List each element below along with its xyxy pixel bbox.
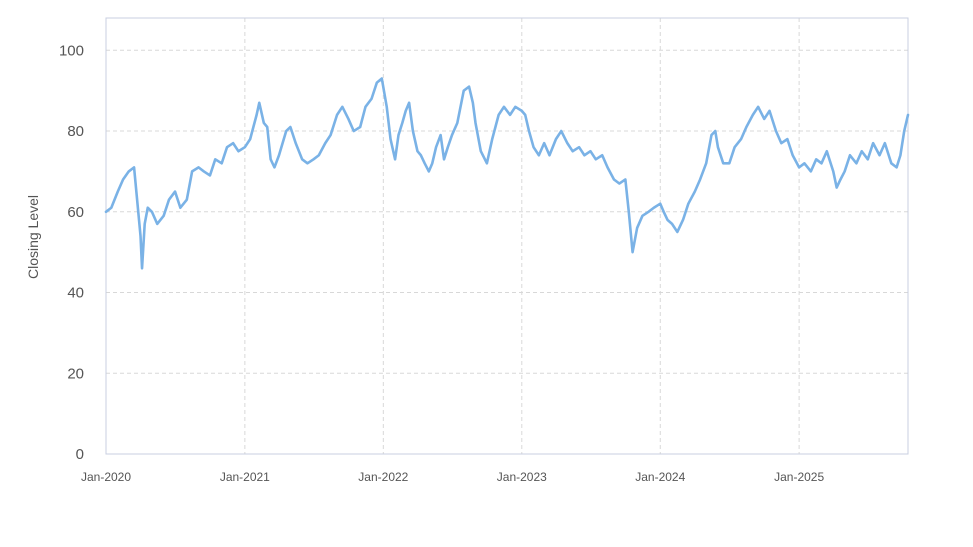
- plot-frame: [105, 17, 909, 455]
- x-tick-label: Jan-2025: [774, 470, 824, 484]
- y-tick-label: 60: [67, 204, 84, 221]
- y-tick-label: 0: [76, 446, 84, 463]
- x-tick-label: Jan-2024: [635, 470, 685, 484]
- y-axis-label: Closing Level: [25, 195, 41, 279]
- y-tick-label: 40: [67, 285, 84, 302]
- x-tick-label: Jan-2023: [497, 470, 547, 484]
- y-tick-label: 20: [67, 365, 84, 382]
- y-gridlines: [106, 49, 908, 374]
- x-tick-label: Jan-2020: [81, 470, 131, 484]
- series-line-0: [104, 77, 910, 270]
- x-tick-label: Jan-2022: [358, 470, 408, 484]
- x-axis-tick-labels: Jan-2020 Jan-2021 Jan-2022 Jan-2023 Jan-2024…: [81, 470, 824, 484]
- y-axis-tick-labels: 0 20 40 60 80 100: [59, 42, 84, 463]
- series-layer: [104, 77, 910, 270]
- x-tick-label: Jan-2021: [220, 470, 270, 484]
- y-tick-label: 80: [67, 123, 84, 140]
- y-tick-label: 100: [59, 42, 84, 59]
